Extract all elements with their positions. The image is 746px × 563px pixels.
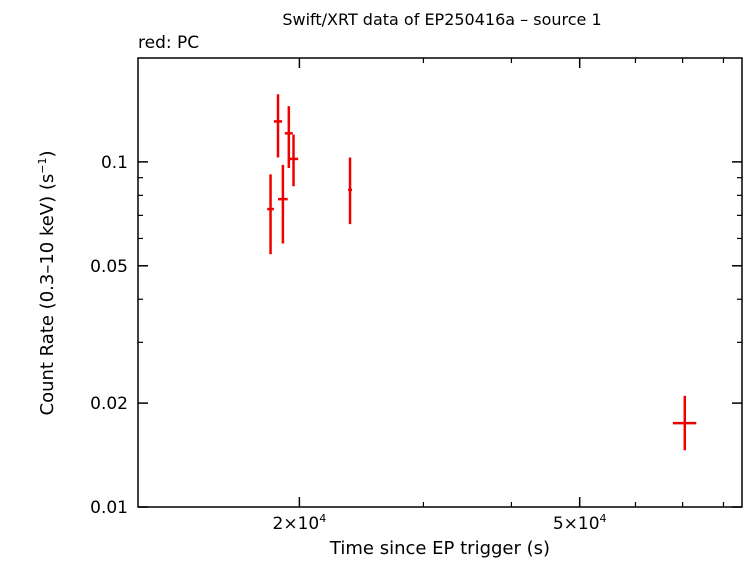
y-tick-label: 0.1 — [101, 153, 128, 173]
y-axis-title-end: ) — [37, 150, 58, 157]
data-point — [278, 164, 288, 244]
x-tick-label-exponent: 4 — [319, 512, 326, 525]
ticks-layer: 0.010.020.050.12×104 5×104 — [90, 58, 742, 534]
x-axis-title: Time since EP trigger (s) — [329, 538, 550, 558]
data-point — [267, 174, 274, 255]
chart-subtitle: red: PC — [138, 33, 199, 53]
x-tick-label: 2×104 — [273, 512, 327, 534]
y-axis-title: Count Rate (0.3–10 keV) (s−1) — [36, 150, 58, 415]
data-points-layer — [267, 94, 697, 451]
data-point — [672, 395, 697, 451]
y-tick-label: 0.05 — [90, 257, 128, 277]
y-axis-title-sup: −1 — [36, 158, 49, 174]
x-tick-label-mantissa: 5×10 — [553, 514, 600, 534]
data-point — [348, 157, 352, 225]
data-point — [273, 94, 283, 158]
y-axis-title-main: Count Rate (0.3–10 keV) (s — [37, 174, 58, 416]
data-point — [288, 134, 299, 187]
plot-frame — [137, 57, 743, 508]
chart-title: Swift/XRT data of EP250416a – source 1 — [282, 10, 601, 29]
x-tick-label-exponent: 4 — [600, 512, 607, 525]
x-tick-label: 5×104 — [553, 512, 607, 534]
x-tick-label-mantissa: 2×10 — [273, 514, 320, 534]
y-tick-label: 0.02 — [90, 394, 128, 414]
y-tick-label: 0.01 — [90, 498, 128, 518]
